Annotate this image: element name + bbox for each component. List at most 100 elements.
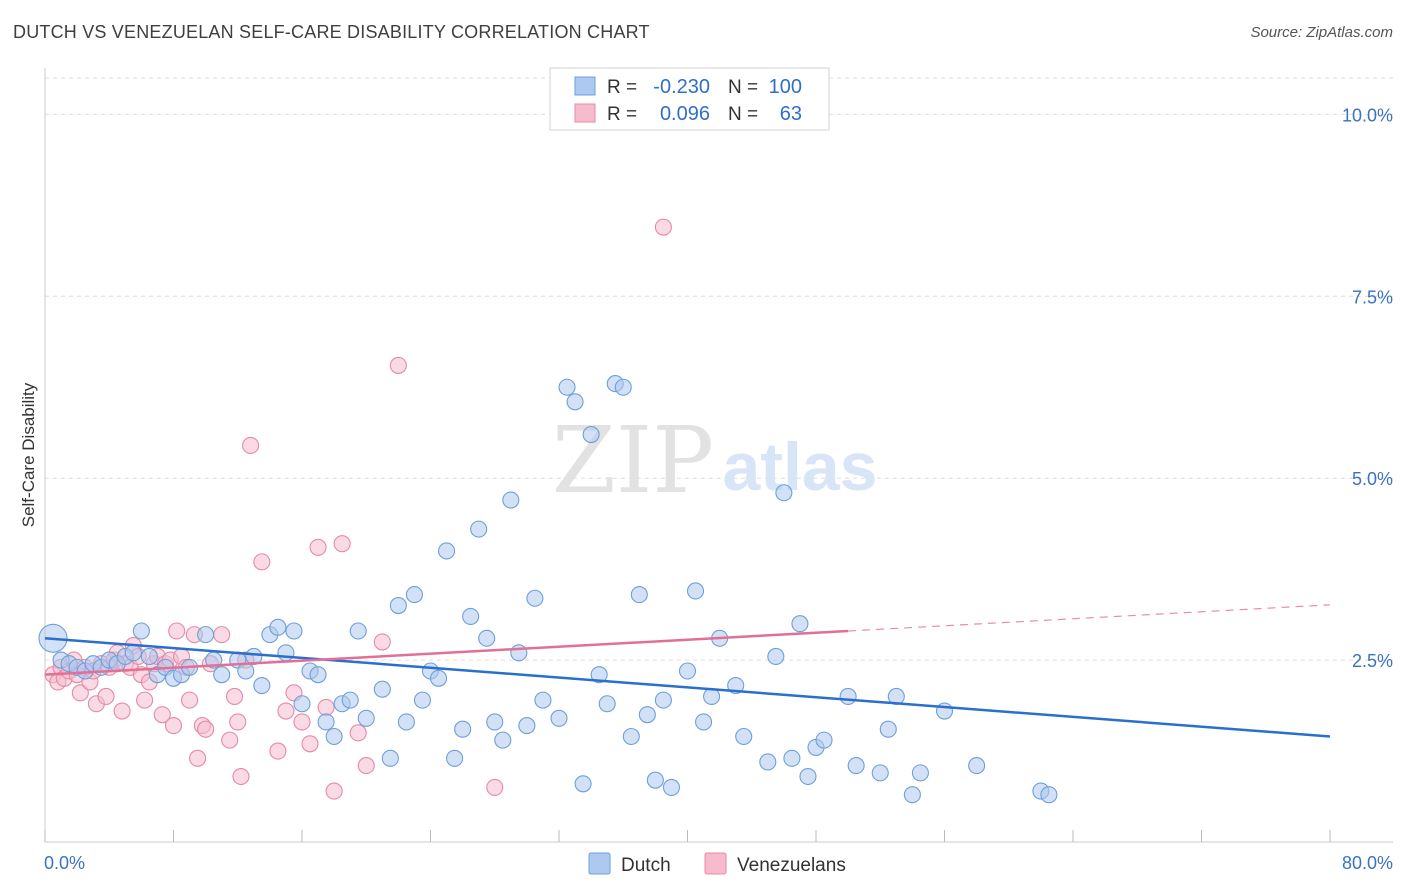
- dutch-point: [502, 491, 520, 509]
- dutch-point: [293, 695, 311, 713]
- venezuelans-trend-extension: [848, 604, 1331, 632]
- watermark-atlas: atlas: [723, 429, 878, 505]
- dutch-point: [381, 749, 399, 767]
- legend-swatch-venezuelans: [574, 103, 596, 123]
- correlation-legend: R = -0.230 N = 100 R = 0.096 N = 63: [549, 67, 830, 131]
- dutch-point: [815, 731, 833, 749]
- venezuelans-point: [317, 698, 335, 716]
- venezuelans-point: [333, 535, 351, 553]
- dutch-point: [791, 615, 809, 633]
- bottom-legend-label-dutch: Dutch: [621, 855, 671, 876]
- dutch-point: [879, 720, 897, 738]
- venezuelans-point: [181, 691, 199, 709]
- dutch-point: [429, 669, 448, 687]
- legend-frame: [549, 67, 830, 131]
- dutch-point: [446, 749, 464, 767]
- venezuelans-point: [225, 687, 244, 706]
- venezuelans-point: [213, 626, 231, 644]
- dutch-point: [454, 720, 472, 738]
- dutch-point: [349, 622, 367, 640]
- venezuelans-point: [389, 356, 407, 374]
- venezuelans-point: [168, 622, 186, 640]
- dutch-point: [654, 691, 672, 709]
- dutch-point: [413, 691, 432, 709]
- dutch-point: [494, 731, 512, 749]
- dutch-point: [140, 647, 158, 666]
- legend-r-value-venezuelans: 0.096: [660, 103, 710, 125]
- dutch-point: [574, 775, 592, 793]
- dutch-point: [309, 666, 327, 684]
- trend-lines: [44, 604, 1331, 738]
- dutch-point: [614, 378, 632, 396]
- dutch-point: [397, 713, 415, 731]
- dutch-point: [839, 687, 857, 706]
- venezuelans-point: [486, 778, 504, 796]
- venezuelans-point: [136, 691, 154, 709]
- venezuelans-point: [153, 706, 171, 724]
- x-tick-label-1: 80.0%: [1342, 853, 1393, 873]
- dutch-point: [325, 727, 343, 746]
- dutch-point: [903, 786, 921, 804]
- y-tick-label-2: 7.5%: [1352, 287, 1393, 307]
- legend-n-label-venezuelans: N =: [728, 104, 758, 125]
- bottom-legend-label-venezuelans: Venezuelans: [737, 855, 846, 876]
- dutch-point: [277, 644, 295, 662]
- dutch-point: [373, 680, 391, 698]
- dutch-point: [213, 666, 231, 684]
- dutch-point: [775, 484, 793, 502]
- venezuelans-point: [277, 702, 295, 720]
- bottom-legend-swatch-dutch: [588, 852, 611, 875]
- dutch-point: [662, 778, 680, 796]
- dutch-point: [478, 629, 496, 647]
- venezuelans-point: [373, 633, 391, 651]
- chart-title: DUTCH VS VENEZUELAN SELF-CARE DISABILITY…: [13, 22, 650, 42]
- dutch-point: [510, 644, 528, 662]
- legend-n-value-dutch: 100: [769, 76, 802, 98]
- dutch-point: [534, 691, 552, 709]
- bottom-legend-swatch-venezuelans: [704, 852, 727, 875]
- venezuelans-point: [113, 702, 131, 720]
- venezuelans-point: [164, 717, 183, 735]
- legend-r-value-dutch: -0.230: [653, 76, 710, 98]
- dutch-point: [911, 764, 929, 782]
- dutch-point: [462, 607, 480, 625]
- dutch-point: [253, 677, 271, 695]
- dutch-point: [518, 717, 536, 735]
- dutch-point: [405, 586, 423, 604]
- dutch-point: [470, 520, 488, 538]
- y-axis-label: Self-Care Disability: [19, 382, 38, 527]
- dutch-point: [389, 596, 407, 615]
- series-legend: Dutch Venezuelans: [588, 852, 846, 876]
- dutch-point: [124, 644, 142, 662]
- venezuelans-point: [293, 713, 311, 731]
- venezuelans-point: [197, 720, 215, 738]
- venezuelans-point: [232, 767, 250, 786]
- dutch-point: [317, 713, 335, 731]
- venezuelans-point: [325, 782, 343, 800]
- y-tick-label-3: 10.0%: [1342, 105, 1393, 125]
- dutch-point: [767, 647, 785, 666]
- dutch-point: [686, 582, 705, 600]
- tick-labels: 2.5% 5.0% 7.5% 10.0% 0.0% 80.0%: [44, 105, 1393, 873]
- dutch-point: [630, 586, 648, 604]
- venezuelans-trend-line: [44, 629, 849, 676]
- legend-r-label-venezuelans: R =: [607, 104, 637, 125]
- dutch-point: [582, 425, 600, 444]
- dutch-point: [558, 378, 576, 396]
- watermark-zip: ZIP: [552, 407, 714, 514]
- legend-r-label-dutch: R =: [607, 77, 637, 98]
- dutch-point: [871, 764, 889, 782]
- dutch-point: [550, 709, 568, 727]
- venezuelans-point: [189, 749, 207, 767]
- dutch-trend-line: [44, 637, 1331, 738]
- dutch-point: [590, 666, 608, 684]
- venezuelans-point: [301, 735, 319, 753]
- y-tick-label-0: 2.5%: [1352, 651, 1393, 671]
- dutch-point: [678, 662, 697, 680]
- dutch-point: [695, 713, 713, 731]
- dutch-point: [526, 589, 544, 607]
- x-tick-label-0: 0.0%: [44, 853, 85, 873]
- dutch-point: [638, 706, 656, 724]
- venezuelans-point: [242, 436, 260, 454]
